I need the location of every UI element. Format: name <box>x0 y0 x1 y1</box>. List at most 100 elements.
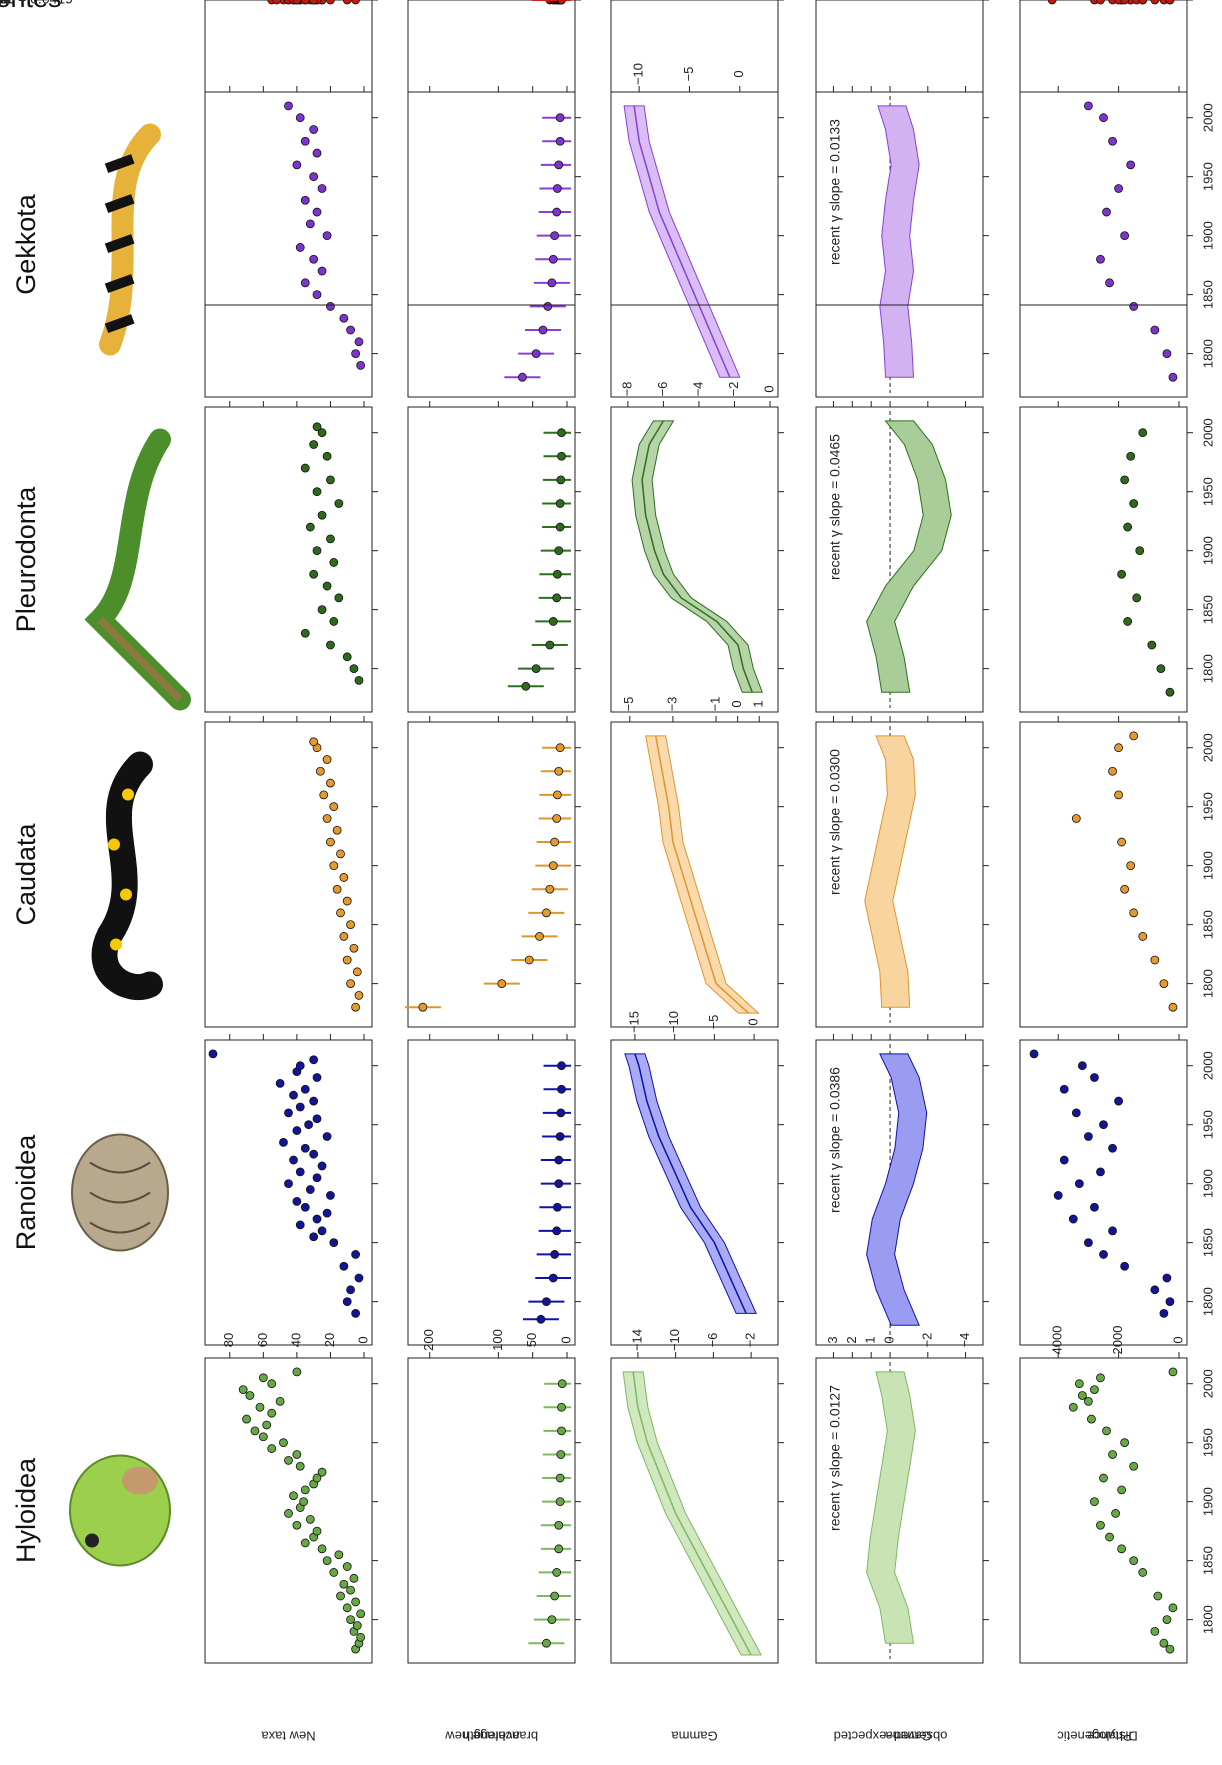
data-point <box>1124 523 1132 531</box>
data-point <box>330 862 338 870</box>
data-point <box>293 1521 301 1529</box>
clade-titles: Hyloidea Ranoidea Caudata Pleurodonta Gekkot… <box>0 0 62 1563</box>
panel-phylo-hyloidea: 18001850190019502000020004000 <box>1020 1326 1215 1663</box>
data-point <box>1100 1121 1108 1129</box>
data-point <box>326 779 334 787</box>
gecko-icon <box>105 135 150 345</box>
data-point <box>340 873 348 881</box>
data-point <box>347 326 355 334</box>
data-point <box>1130 1462 1138 1470</box>
data-point <box>1096 1521 1104 1529</box>
data-point <box>320 791 328 799</box>
data-point <box>323 1209 331 1217</box>
data-point <box>333 826 341 834</box>
value-tick-label: 200 <box>421 1329 436 1351</box>
data-point <box>318 1162 326 1170</box>
data-point <box>352 1250 360 1258</box>
panel-new_taxa-hyloidea: 020406080 <box>205 1333 378 1663</box>
clade-title-pleurodonta: Pleurodonta <box>11 486 41 633</box>
year-tick-label: 1800 <box>1200 1605 1215 1634</box>
data-point <box>1106 279 1114 287</box>
data-point <box>310 1097 318 1105</box>
data-point <box>1166 1298 1174 1306</box>
data-point <box>323 1132 331 1140</box>
data-point <box>243 1415 251 1423</box>
data-point <box>326 535 334 543</box>
data-point <box>340 932 348 940</box>
data-point <box>551 1592 559 1600</box>
data-point <box>1163 350 1171 358</box>
data-point <box>290 1492 298 1500</box>
obs-exp-band <box>867 1054 927 1325</box>
data-point <box>343 0 351 4</box>
year-tick-label: 1900 <box>1200 851 1215 880</box>
data-point <box>522 682 530 690</box>
data-point <box>268 1445 276 1453</box>
data-point <box>355 1274 363 1282</box>
data-point <box>553 184 561 192</box>
data-point <box>525 956 533 964</box>
value-tick-label: −15 <box>626 1011 641 1033</box>
data-point <box>1166 0 1174 4</box>
year-tick-label: 1950 <box>1200 162 1215 191</box>
data-point <box>553 1568 561 1576</box>
data-point <box>532 665 540 673</box>
gamma-band <box>632 421 762 692</box>
panel-frame <box>205 407 372 712</box>
data-point <box>330 803 338 811</box>
data-point <box>542 1639 550 1647</box>
data-point <box>1136 547 1144 555</box>
data-point <box>323 232 331 240</box>
data-point <box>1115 1097 1123 1105</box>
data-point <box>1127 452 1135 460</box>
data-point <box>546 641 554 649</box>
data-point <box>301 1539 309 1547</box>
year-tick-label: 2000 <box>1200 103 1215 132</box>
data-point <box>557 476 565 484</box>
data-point <box>553 791 561 799</box>
data-point <box>1151 956 1159 964</box>
data-point <box>1112 1509 1120 1517</box>
obs-exp-band <box>878 106 919 377</box>
data-point <box>551 232 559 240</box>
data-point <box>1121 885 1129 893</box>
data-point <box>1054 1191 1062 1199</box>
year-tick-label: 1850 <box>1200 595 1215 624</box>
data-point <box>1087 1415 1095 1423</box>
data-point <box>306 1515 314 1523</box>
year-tick-label: 2000 <box>1200 418 1215 447</box>
data-point <box>556 744 564 752</box>
data-point <box>556 523 564 531</box>
data-point <box>1130 1557 1138 1565</box>
data-point <box>555 1545 563 1553</box>
data-point <box>1157 665 1165 673</box>
data-point <box>326 1191 334 1199</box>
data-point <box>301 196 309 204</box>
data-point <box>301 1085 309 1093</box>
data-point <box>1169 1604 1177 1612</box>
data-point <box>1115 744 1123 752</box>
data-point <box>553 814 561 822</box>
data-point <box>1096 1168 1104 1176</box>
data-point <box>542 1298 550 1306</box>
row-axis-label: Gamma <box>885 1729 932 1744</box>
data-point <box>1118 570 1126 578</box>
data-point <box>1069 1215 1077 1223</box>
data-point <box>296 1062 304 1070</box>
data-point <box>352 1309 360 1317</box>
year-tick-label: 1800 <box>1200 969 1215 998</box>
data-point <box>301 279 309 287</box>
data-point <box>301 1203 309 1211</box>
data-point <box>1048 0 1056 4</box>
value-tick-label: 0 <box>729 700 744 707</box>
value-tick-label: −8 <box>619 382 634 397</box>
data-point <box>558 1380 566 1388</box>
data-point <box>350 665 358 673</box>
data-point <box>347 1616 355 1624</box>
data-point <box>347 980 355 988</box>
data-point <box>539 326 547 334</box>
frog-icon <box>70 1456 170 1566</box>
data-point <box>313 547 321 555</box>
data-point <box>318 511 326 519</box>
data-point <box>323 814 331 822</box>
